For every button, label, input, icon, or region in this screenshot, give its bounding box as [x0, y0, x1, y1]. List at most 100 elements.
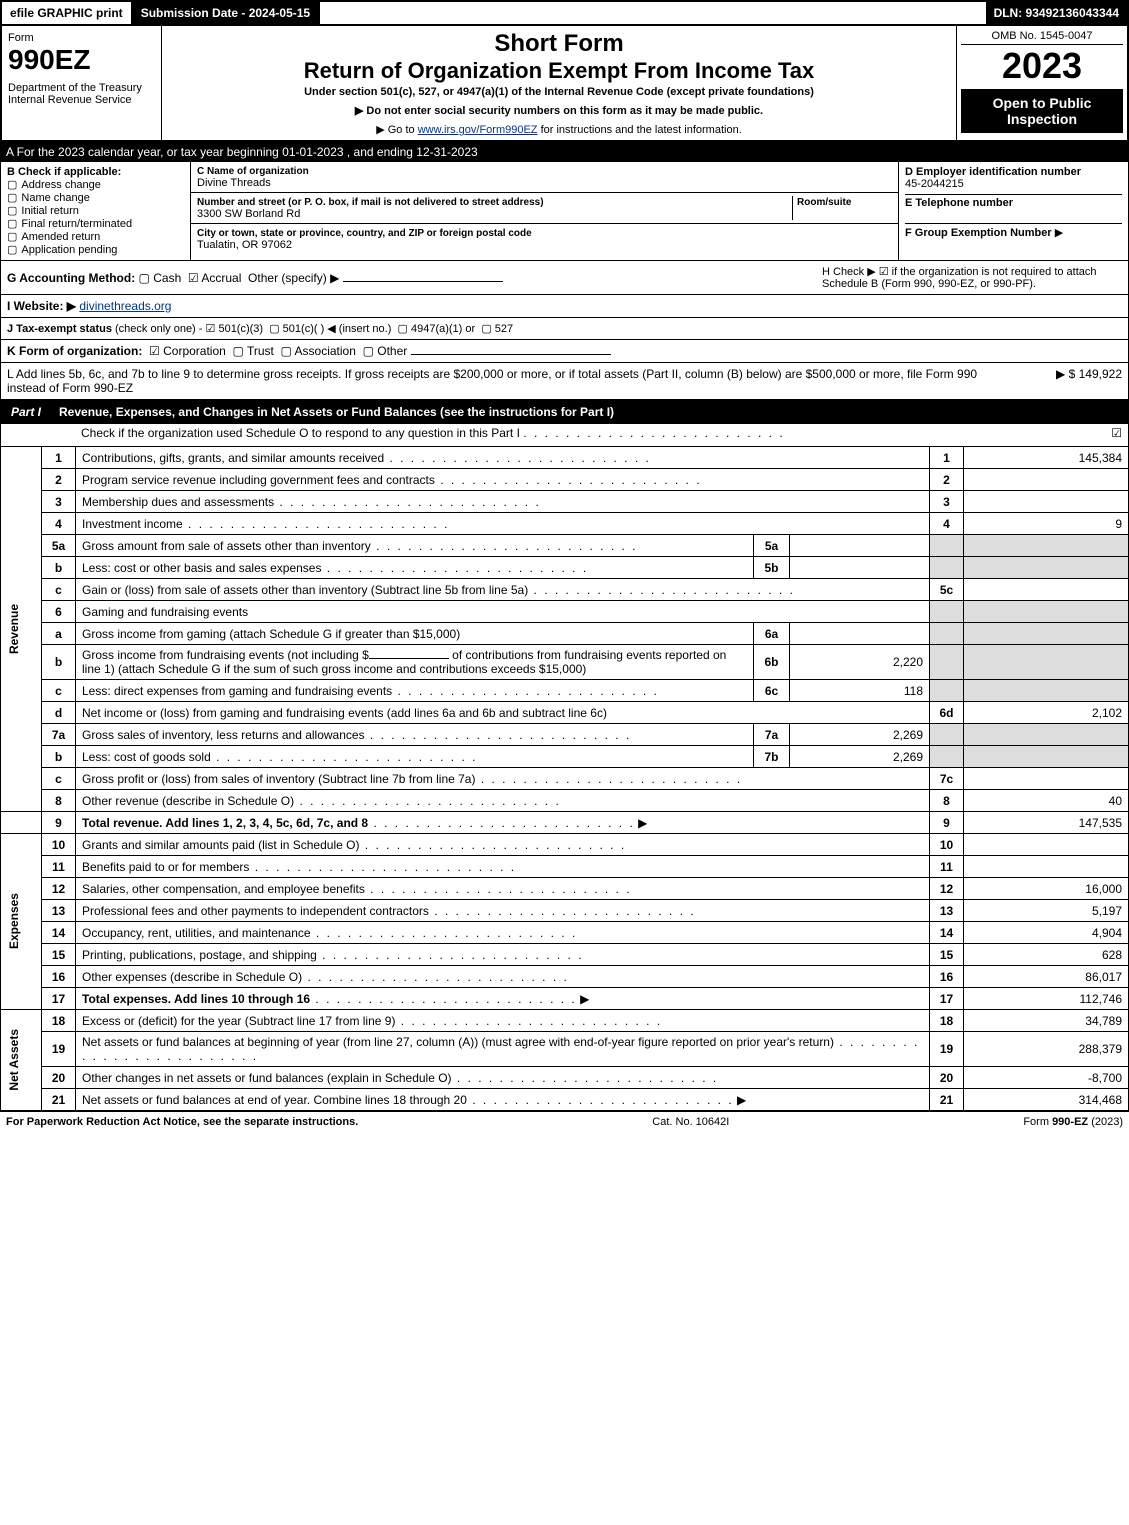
side-revenue: Revenue [7, 604, 21, 654]
top-spacer [320, 2, 985, 24]
l8-n: 8 [42, 790, 76, 812]
l1-t: Contributions, gifts, grants, and simila… [82, 451, 384, 465]
l9-t: Total revenue. Add lines 1, 2, 3, 4, 5c,… [82, 816, 368, 830]
j-label: J Tax-exempt status [7, 323, 112, 335]
page-footer: For Paperwork Reduction Act Notice, see … [0, 1111, 1129, 1132]
l1-n: 1 [42, 447, 76, 469]
l15-a: 628 [964, 944, 1129, 966]
part1-check[interactable]: ☑ [1111, 426, 1122, 440]
irs-link[interactable]: www.irs.gov/Form990EZ [418, 124, 538, 136]
l5b-n: b [42, 557, 76, 579]
l7c-t: Gross profit or (loss) from sales of inv… [82, 772, 475, 786]
l3-a [964, 491, 1129, 513]
opt-amended-return: Amended return [21, 231, 100, 243]
dln: DLN: 93492136043344 [986, 2, 1127, 24]
l18-n: 18 [42, 1010, 76, 1032]
l21-rn: 21 [930, 1089, 964, 1111]
form-number: 990EZ [8, 44, 155, 76]
l10-rn: 10 [930, 834, 964, 856]
l5a-t: Gross amount from sale of assets other t… [82, 539, 371, 553]
chk-assoc[interactable]: ▢ [281, 344, 292, 358]
l10-a [964, 834, 1129, 856]
l13-rn: 13 [930, 900, 964, 922]
chk-501c3[interactable]: ☑ [206, 323, 216, 335]
part1-header: Part I Revenue, Expenses, and Changes in… [0, 400, 1129, 424]
l21-a: 314,468 [964, 1089, 1129, 1111]
note2-post: for instructions and the latest informat… [538, 124, 742, 136]
l17-t: Total expenses. Add lines 10 through 16 [82, 992, 310, 1006]
efile-label[interactable]: efile GRAPHIC print [2, 2, 133, 24]
l15-rn: 15 [930, 944, 964, 966]
l20-rn: 20 [930, 1067, 964, 1089]
l4-a: 9 [964, 513, 1129, 535]
l11-n: 11 [42, 856, 76, 878]
l5c-rn: 5c [930, 579, 964, 601]
chk-4947[interactable]: ▢ [398, 323, 408, 335]
chk-cash[interactable]: ▢ [139, 271, 150, 285]
l6a-t: Gross income from gaming (attach Schedul… [82, 627, 460, 641]
group-label: F Group Exemption Number [905, 227, 1052, 239]
chk-501c[interactable]: ▢ [269, 323, 279, 335]
j-note: (check only one) - [115, 323, 202, 335]
l5c-a [964, 579, 1129, 601]
footer-left: For Paperwork Reduction Act Notice, see … [6, 1116, 358, 1128]
chk-amended-return[interactable]: ▢ [7, 231, 17, 243]
l2-t: Program service revenue including govern… [82, 473, 435, 487]
k-label: K Form of organization: [7, 344, 142, 358]
chk-address-change[interactable]: ▢ [7, 179, 17, 191]
g-other-blank[interactable] [343, 281, 503, 282]
opt-application-pending: Application pending [21, 244, 117, 256]
g-label: G Accounting Method: [7, 271, 135, 285]
l11-rn: 11 [930, 856, 964, 878]
open-inspection: Open to Public Inspection [961, 89, 1123, 133]
l7c-a [964, 768, 1129, 790]
l6c-sa: 118 [790, 680, 930, 702]
chk-application-pending[interactable]: ▢ [7, 244, 17, 256]
website-link[interactable]: divinethreads.org [79, 299, 171, 313]
chk-corp[interactable]: ☑ [149, 344, 160, 358]
short-form-title: Short Form [172, 30, 946, 58]
l7b-sl: 7b [754, 746, 790, 768]
k-o3: Association [295, 344, 356, 358]
l17-rn: 17 [930, 988, 964, 1010]
l21-n: 21 [42, 1089, 76, 1111]
l7b-t: Less: cost of goods sold [82, 750, 211, 764]
chk-name-change[interactable]: ▢ [7, 192, 17, 204]
l4-rn: 4 [930, 513, 964, 535]
tax-year: 2023 [961, 45, 1123, 87]
line-k: K Form of organization: ☑ Corporation ▢ … [0, 340, 1129, 363]
top-bar: efile GRAPHIC print Submission Date - 20… [0, 0, 1129, 26]
l5b-sa [790, 557, 930, 579]
l12-t: Salaries, other compensation, and employ… [82, 882, 365, 896]
c-city-label: City or town, state or province, country… [197, 228, 532, 239]
l6d-t: Net income or (loss) from gaming and fun… [82, 706, 607, 720]
section-b-c-d: B Check if applicable: ▢Address change ▢… [0, 162, 1129, 261]
footer-form: 990-EZ [1052, 1116, 1088, 1128]
i-label: I Website: ▶ [7, 299, 76, 313]
l18-t: Excess or (deficit) for the year (Subtra… [82, 1014, 395, 1028]
l6b-sl: 6b [754, 645, 790, 680]
c-name-label: C Name of organization [197, 166, 309, 177]
chk-527[interactable]: ▢ [481, 323, 491, 335]
l2-rn: 2 [930, 469, 964, 491]
line-j: J Tax-exempt status (check only one) - ☑… [0, 318, 1129, 340]
col-d: D Employer identification number 45-2044… [898, 162, 1128, 260]
chk-trust[interactable]: ▢ [232, 344, 243, 358]
chk-initial-return[interactable]: ▢ [7, 205, 17, 217]
j-o1: 501(c)(3) [218, 323, 263, 335]
part1-sub: Check if the organization used Schedule … [0, 424, 1129, 446]
note2-pre: ▶ Go to [376, 124, 417, 136]
l14-n: 14 [42, 922, 76, 944]
tel-label: E Telephone number [905, 194, 1122, 209]
chk-other-org[interactable]: ▢ [363, 344, 374, 358]
line-a-text: A For the 2023 calendar year, or tax yea… [6, 145, 478, 159]
l1-rn: 1 [930, 447, 964, 469]
l5b-t: Less: cost or other basis and sales expe… [82, 561, 321, 575]
submission-date: Submission Date - 2024-05-15 [133, 2, 320, 24]
l15-n: 15 [42, 944, 76, 966]
opt-address-change: Address change [21, 179, 101, 191]
k-other-blank[interactable] [411, 354, 611, 355]
chk-final-return[interactable]: ▢ [7, 218, 17, 230]
chk-accrual[interactable]: ☑ [188, 271, 199, 285]
l13-t: Professional fees and other payments to … [82, 904, 429, 918]
